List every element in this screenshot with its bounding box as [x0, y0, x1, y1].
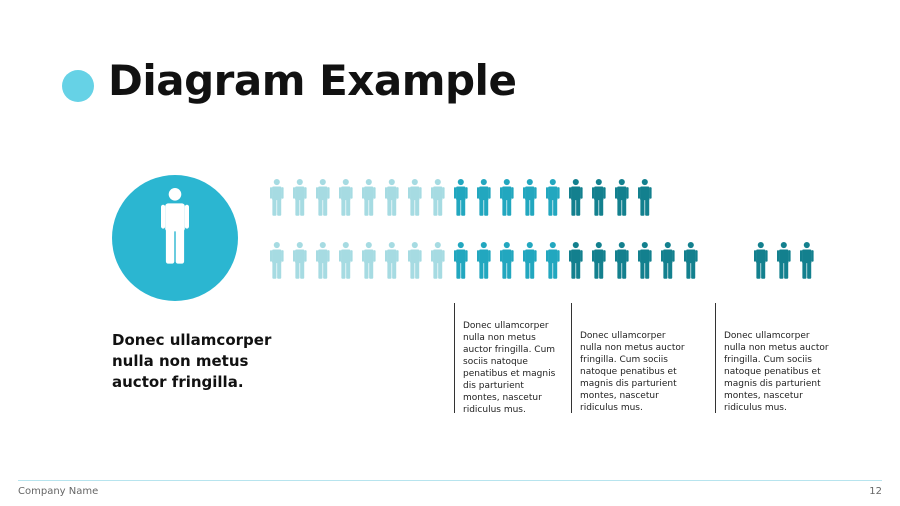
- person-icon: [316, 242, 330, 279]
- column-3-line: montes, nascetur: [724, 391, 803, 401]
- person-icon: [339, 242, 353, 279]
- footer-divider: [18, 480, 882, 481]
- person-icon: [777, 242, 791, 279]
- page-title: Diagram Example: [108, 56, 517, 105]
- column-2-line: montes, nascetur: [580, 391, 659, 401]
- person-icon: [569, 242, 583, 279]
- person-icon: [270, 242, 284, 279]
- person-icon: [592, 179, 606, 216]
- title-bullet-icon: [62, 70, 94, 102]
- person-icon: [800, 242, 814, 279]
- person-icon: [454, 242, 468, 279]
- column-3-line: Donec ullamcorper: [724, 331, 810, 341]
- person-icon: [431, 179, 445, 216]
- person-icon: [638, 242, 652, 279]
- person-icon: [362, 179, 376, 216]
- person-icon: [339, 179, 353, 216]
- column-3-line: ridiculus mus.: [724, 403, 787, 413]
- person-icon: [500, 242, 514, 279]
- person-icon: [638, 179, 652, 216]
- person-icon: [362, 242, 376, 279]
- column-divider-1: [454, 303, 455, 413]
- column-3-line: magnis dis parturient: [724, 379, 821, 389]
- person-icon: [523, 242, 537, 279]
- column-2-line: ridiculus mus.: [580, 403, 643, 413]
- featured-person-circle: [112, 175, 238, 301]
- lead-line-3: auctor fringilla.: [112, 373, 244, 391]
- person-icon: [477, 242, 491, 279]
- lead-text: Donec ullamcorper nulla non metus auctor…: [112, 330, 312, 393]
- column-3-line: fringilla. Cum sociis: [724, 355, 812, 365]
- column-2-line: Donec ullamcorper: [580, 331, 666, 341]
- text-column-3: Donec ullamcorper nulla non metus auctor…: [724, 330, 854, 414]
- person-icon: [385, 242, 399, 279]
- column-2-line: nulla non metus auctor: [580, 343, 685, 353]
- person-icon: [161, 188, 189, 264]
- text-column-2: Donec ullamcorper nulla non metus auctor…: [580, 330, 710, 414]
- person-icon: [270, 179, 284, 216]
- person-icon: [316, 179, 330, 216]
- lead-line-1: Donec ullamcorper: [112, 331, 272, 349]
- column-1-line: Donec ullamcorper: [463, 321, 549, 331]
- person-icon: [661, 242, 675, 279]
- person-icon: [684, 242, 698, 279]
- person-icon: [408, 242, 422, 279]
- person-icon: [408, 179, 422, 216]
- column-1-line: ridiculus mus.: [463, 405, 526, 415]
- person-icon: [546, 179, 560, 216]
- person-icon: [592, 242, 606, 279]
- footer-page-number: 12: [869, 486, 882, 497]
- column-1-line: auctor fringilla. Cum: [463, 345, 556, 355]
- footer-company-name: Company Name: [18, 486, 99, 497]
- column-2-line: natoque penatibus et: [580, 367, 677, 377]
- person-icon: [754, 242, 768, 279]
- person-icon: [523, 179, 537, 216]
- column-1-line: dis parturient: [463, 381, 524, 391]
- person-icon: [569, 179, 583, 216]
- person-icon: [293, 179, 307, 216]
- lead-line-2: nulla non metus: [112, 352, 249, 370]
- column-2-line: fringilla. Cum sociis: [580, 355, 668, 365]
- column-3-line: nulla non metus auctor: [724, 343, 829, 353]
- column-1-line: penatibus et magnis: [463, 369, 556, 379]
- person-icon: [615, 242, 629, 279]
- person-icon: [431, 242, 445, 279]
- person-icon: [293, 242, 307, 279]
- text-column-1: Donec ullamcorper nulla non metus auctor…: [463, 320, 593, 416]
- column-divider-3: [715, 303, 716, 413]
- column-1-line: nulla non metus: [463, 333, 536, 343]
- column-2-line: magnis dis parturient: [580, 379, 677, 389]
- person-icon: [615, 179, 629, 216]
- column-3-line: natoque penatibus et: [724, 367, 821, 377]
- person-icon: [477, 179, 491, 216]
- person-icon: [385, 179, 399, 216]
- person-icon: [546, 242, 560, 279]
- column-1-line: sociis natoque: [463, 357, 528, 367]
- person-icon: [161, 188, 189, 264]
- person-icon: [500, 179, 514, 216]
- person-icon: [454, 179, 468, 216]
- column-divider-2: [571, 303, 572, 413]
- column-1-line: montes, nascetur: [463, 393, 542, 403]
